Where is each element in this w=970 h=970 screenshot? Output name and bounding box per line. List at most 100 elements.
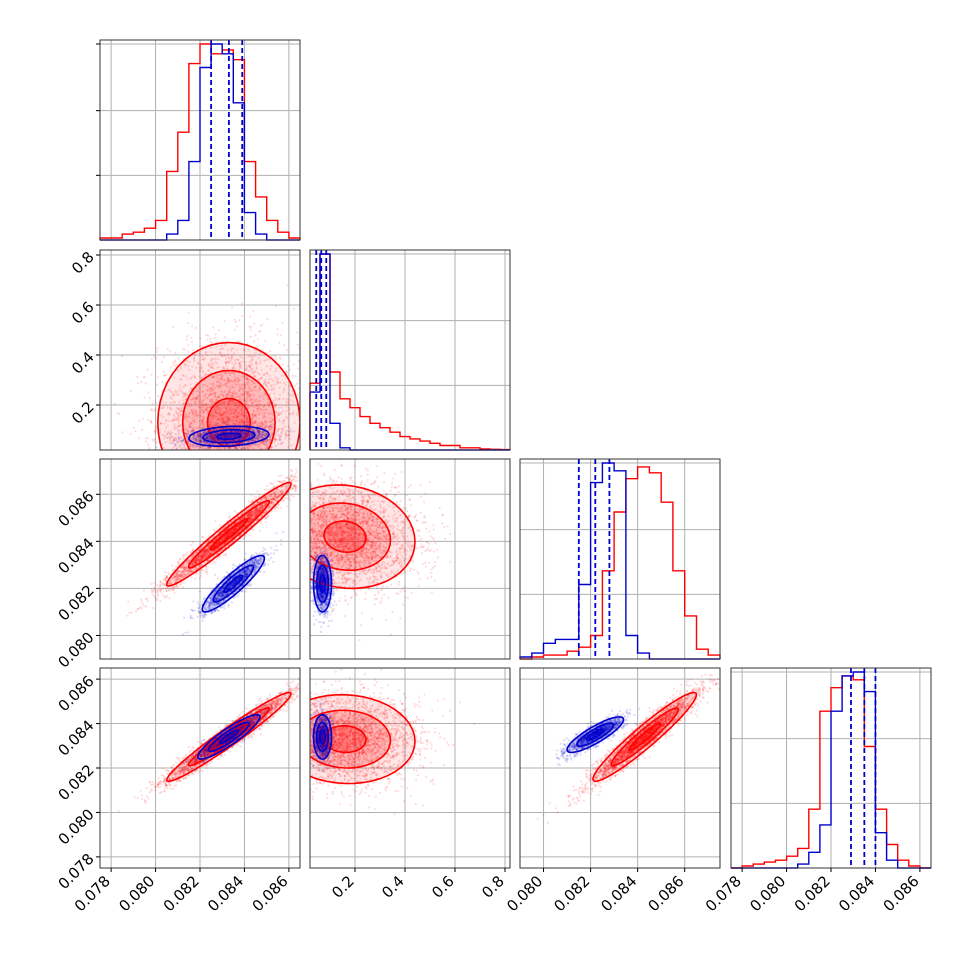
density-series-a-contour (181, 369, 276, 450)
density-series-b-contour (312, 713, 333, 760)
x-tick-label: 0.084 (835, 872, 878, 915)
density-series-b-contour (201, 554, 266, 613)
y-tick-label: 0.6 (68, 298, 98, 328)
density-panel (310, 668, 476, 816)
y-tick-label: 0.082 (55, 761, 98, 804)
density-series-b-contour (566, 716, 625, 754)
density-series-a-fill (324, 521, 366, 553)
x-tick-label: 0.086 (644, 872, 687, 915)
scatter-panel-frame (99, 458, 301, 660)
density-panel (117, 677, 300, 813)
density-series-a-fill (629, 723, 661, 751)
scatter-panel-frame (309, 667, 511, 869)
density-series-b-contour (202, 428, 256, 444)
density-series-b-fill (219, 730, 239, 744)
x-tick-label: 0.086 (880, 872, 923, 915)
density-series-b-contour (223, 574, 244, 594)
x-tick-label: 0.080 (115, 872, 158, 915)
density-series-a-contour (165, 691, 292, 783)
panel-grid (310, 250, 510, 450)
x-tick-label: 0.6 (428, 872, 458, 902)
density-series-b-fill (316, 565, 329, 603)
panel-grid (520, 459, 720, 659)
panel-grid (310, 459, 510, 659)
density-series-a-contour (628, 722, 662, 752)
y-tick-label: 0.084 (55, 716, 98, 759)
density-panel (310, 459, 452, 642)
density-series-a-fill (611, 708, 679, 766)
x-tick-label: 0.080 (746, 872, 789, 915)
y-tick-label: 0.2 (68, 398, 98, 428)
density-series-b-fill (586, 729, 604, 740)
density-series-b-contour (218, 729, 239, 745)
y-tick-label: 0.082 (55, 581, 98, 624)
density-series-b-fill (202, 429, 255, 443)
density-series-b-fill (197, 714, 260, 760)
density-series-b-fill (576, 723, 614, 747)
density-series-a-fill (592, 692, 697, 782)
x-tick-label: 0.8 (478, 872, 508, 902)
scatter-series-a (113, 284, 300, 450)
density-series-a-fill (310, 484, 415, 589)
panel-grid (100, 250, 300, 450)
density-series-b-contour (576, 722, 615, 748)
density-series-a-contour (165, 481, 292, 587)
density-series-b-contour (315, 721, 330, 753)
density-series-b-contour (318, 729, 327, 745)
density-series-a-contour (310, 484, 416, 590)
density-series-a-fill (157, 342, 300, 450)
density-series-b-contour (188, 425, 270, 448)
histogram-series-b (309, 253, 510, 451)
density-series-a-contour (156, 341, 300, 450)
density-series-b-contour (207, 721, 250, 753)
y-tick-label: 0.086 (55, 672, 98, 715)
density-series-b-fill (208, 722, 250, 752)
x-tick-label: 0.086 (249, 872, 292, 915)
density-series-a-fill (166, 692, 291, 782)
density-series-b-contour (212, 564, 255, 603)
scatter-panel-frame (99, 249, 301, 451)
x-tick-label: 0.082 (550, 872, 593, 915)
y-tick-label: 0.084 (55, 534, 98, 577)
y-tick-label: 0.086 (55, 487, 98, 530)
histogram-panel-frame (99, 39, 301, 241)
x-tick-label: 0.084 (597, 872, 640, 915)
density-panel (126, 468, 300, 636)
density-series-a-contour (209, 722, 249, 752)
density-series-b-fill (213, 565, 254, 603)
y-tick-label: 0.4 (68, 348, 98, 378)
density-series-b-contour (216, 432, 242, 441)
density-series-a-contour (310, 709, 392, 769)
density-series-b-contour (312, 554, 333, 613)
histogram-series-a (309, 253, 511, 451)
density-series-b-contour (196, 713, 261, 760)
panel-grid (100, 459, 300, 659)
density-series-a-contour (310, 502, 392, 572)
panel-grid (100, 668, 300, 868)
x-tick-label: 0.080 (503, 872, 546, 915)
x-tick-label: 0.082 (160, 872, 203, 915)
histogram-series-a (520, 466, 721, 660)
histogram-panel-frame (309, 249, 511, 451)
density-panel (536, 673, 720, 824)
scatter-panel-frame (309, 458, 511, 660)
x-tick-label: 0.078 (702, 872, 745, 915)
density-series-a-fill (210, 518, 248, 550)
scatter-panel-frame (519, 667, 721, 869)
density-series-a-fill (166, 482, 292, 586)
density-series-b-contour (585, 728, 605, 741)
density-series-b-fill (202, 555, 265, 612)
density-series-a-contour (610, 707, 680, 767)
x-tick-label: 0.084 (204, 872, 247, 915)
density-series-a-contour (209, 517, 249, 551)
y-tick-label: 0.080 (55, 805, 98, 848)
density-series-a-contour (323, 520, 367, 554)
density-series-a-fill (324, 725, 366, 753)
density-panel (113, 284, 300, 450)
density-series-a-contour (323, 724, 367, 754)
histogram-series-a (99, 43, 301, 240)
histogram-panel-frame (519, 458, 721, 660)
histogram-series-b (519, 462, 720, 660)
y-tick-label: 0.8 (68, 248, 98, 278)
